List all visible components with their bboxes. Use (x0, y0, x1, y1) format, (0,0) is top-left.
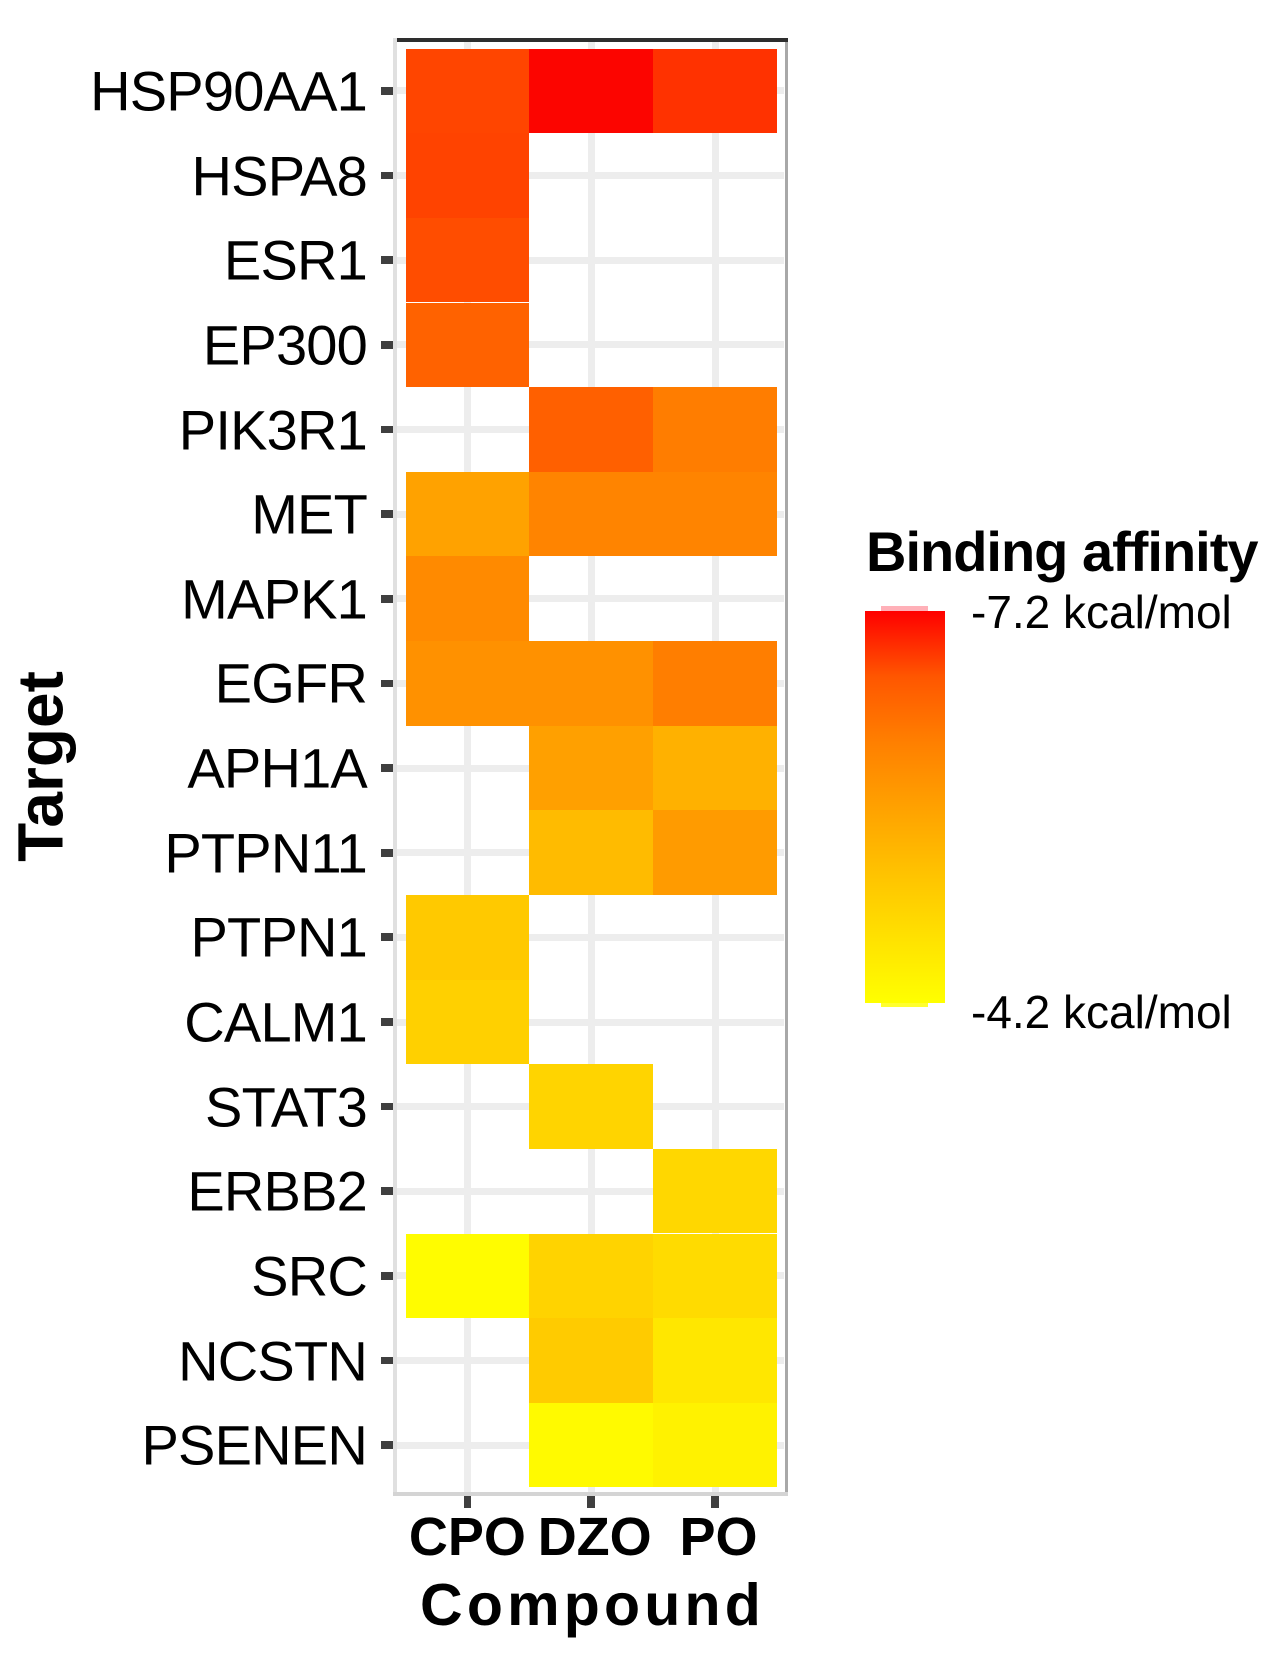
svg-text:Target: Target (5, 671, 77, 862)
